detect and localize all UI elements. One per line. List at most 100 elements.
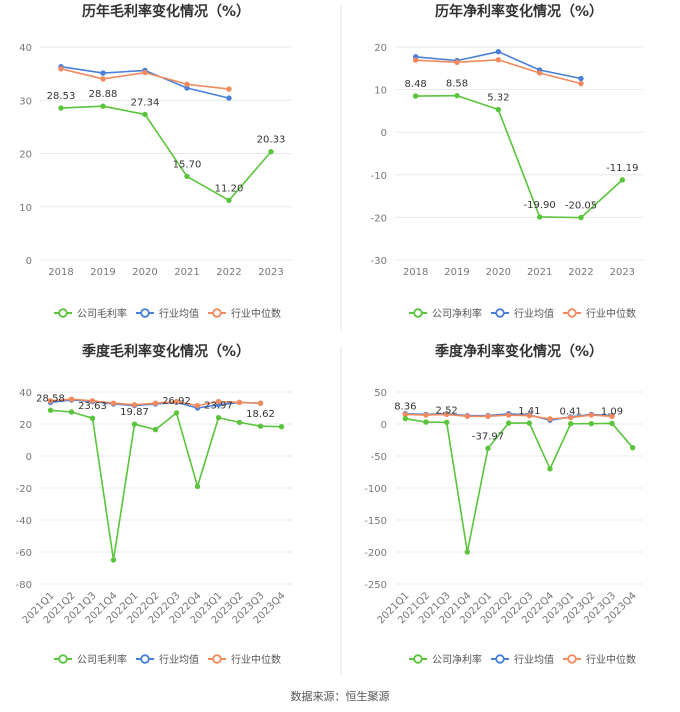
data-point-company [257, 423, 264, 429]
data-label: 28.58 [36, 393, 65, 404]
data-point-industry-median [567, 414, 574, 421]
data-point-industry-median [215, 398, 222, 405]
data-point-industry-median [152, 400, 159, 406]
chart-title: 季度净利率变化情况（%） [434, 343, 603, 360]
data-label: 26.92 [162, 396, 191, 407]
data-label: 8.36 [394, 402, 416, 413]
data-point-company [268, 149, 274, 155]
legend-marker-company [413, 308, 423, 318]
data-point-company [567, 421, 574, 427]
y-tick-label: -200 [364, 548, 387, 559]
data-point-company [173, 410, 180, 416]
y-tick-label: -150 [364, 516, 387, 527]
data-point-industry-median [505, 412, 512, 418]
data-point-company [464, 549, 471, 555]
chart-title: 季度毛利率变化情况（%） [81, 343, 250, 360]
data-point-company [495, 106, 502, 113]
data-point-company [619, 177, 626, 183]
data-point-company [485, 445, 491, 452]
y-tick-label: -40 [16, 516, 32, 527]
series-line-company [415, 94, 623, 219]
x-tick-label: 2022 [568, 267, 593, 278]
data-point-industry-avg [100, 70, 106, 76]
legend-label-industry-avg: 行业均值 [159, 653, 199, 666]
y-tick-label: -20 [16, 484, 32, 495]
series-line-industry-median [415, 58, 582, 85]
data-point-company [505, 420, 512, 426]
data-label: 28.88 [89, 89, 118, 100]
data-point-company [152, 426, 159, 433]
data-label: 23.97 [204, 401, 233, 412]
data-point-company [412, 93, 419, 99]
data-label: 15.70 [173, 159, 202, 170]
chart-legend: 公司净利率 行业均值 行业中位数 [409, 307, 636, 320]
legend-label-industry-avg: 行业均值 [159, 307, 199, 320]
data-point-industry-median [454, 59, 460, 66]
data-point-industry-median [526, 412, 533, 419]
legend-marker-industry-median [567, 308, 577, 318]
data-point-company [278, 424, 285, 430]
y-tick-label: 20 [19, 420, 32, 431]
legend-label-industry-avg: 行业均值 [514, 653, 554, 666]
data-point-company [454, 92, 460, 99]
data-point-company [236, 419, 243, 426]
data-label: 8.58 [446, 79, 468, 90]
data-label: 0.41 [560, 407, 582, 418]
x-tick-label: 2023 [610, 267, 635, 278]
data-point-company [110, 557, 117, 563]
data-source-footer: 数据来源：恒生聚源 [290, 690, 390, 703]
legend-label-industry-median: 行业中位数 [231, 653, 281, 666]
data-point-company [226, 197, 232, 204]
data-point-company [58, 105, 64, 111]
data-point-industry-median [609, 413, 615, 420]
y-tick-label: 0 [26, 452, 32, 463]
data-point-industry-median [536, 70, 543, 76]
data-point-company [547, 466, 553, 472]
y-tick-label: -60 [16, 548, 32, 559]
chart-legend: 公司净利率 行业均值 行业中位数 [409, 653, 636, 666]
legend-label-company: 公司毛利率 [77, 307, 127, 320]
data-label: 27.34 [131, 97, 160, 108]
legend-label-industry-median: 行业中位数 [586, 307, 636, 320]
legend-marker-industry-avg [140, 308, 150, 318]
data-label: -11.19 [606, 163, 638, 174]
x-tick-label: 2018 [403, 267, 428, 278]
data-label: -19.90 [524, 200, 556, 211]
data-point-industry-median [100, 76, 106, 82]
data-point-industry-median [184, 81, 190, 87]
data-point-company [47, 407, 54, 413]
x-tick-label: 2021 [174, 267, 199, 278]
data-label: -20.05 [565, 201, 597, 212]
data-point-industry-median [485, 413, 491, 420]
series-line-company [405, 417, 634, 553]
data-point-company [142, 111, 148, 118]
x-tick-label: 2022 [216, 267, 241, 278]
data-point-company [402, 415, 409, 422]
y-tick-label: -250 [364, 580, 387, 591]
x-tick-label: 2021 [527, 267, 552, 278]
chart-legend: 公司毛利率 行业均值 行业中位数 [54, 653, 281, 666]
data-point-industry-median [588, 412, 595, 418]
data-point-industry-median [578, 80, 584, 87]
data-point-industry-median [68, 396, 75, 402]
data-point-industry-median [226, 86, 232, 92]
y-tick-label: -50 [371, 452, 387, 463]
data-point-company [68, 409, 75, 415]
data-point-industry-median [110, 400, 117, 406]
legend-label-company: 公司净利率 [432, 653, 482, 666]
data-point-company [184, 173, 190, 180]
data-point-industry-median [464, 413, 471, 420]
data-label: 1.09 [601, 406, 623, 417]
legend-marker-industry-median [212, 308, 222, 318]
data-point-industry-median [257, 400, 264, 406]
data-point-industry-median [495, 57, 502, 63]
data-point-company [629, 444, 636, 451]
legend-label-industry-avg: 行业均值 [514, 307, 554, 320]
data-point-industry-avg [578, 75, 584, 82]
y-tick-label: 10 [374, 86, 387, 97]
legend-marker-industry-avg [140, 654, 150, 664]
data-point-company [588, 420, 595, 427]
data-point-company [194, 483, 201, 490]
chart-title: 历年毛利率变化情况（%） [82, 3, 250, 20]
data-point-industry-avg [495, 48, 502, 55]
